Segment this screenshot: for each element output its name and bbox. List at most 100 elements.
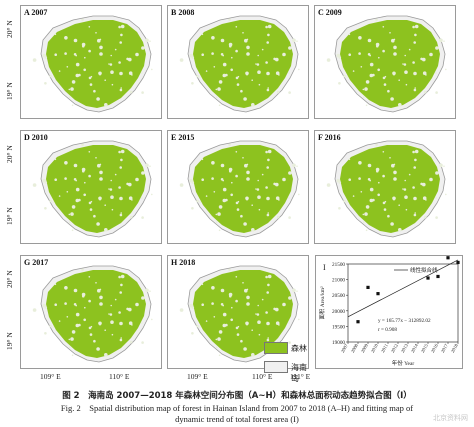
non-forest-patch [104, 204, 106, 206]
non-forest-patch [393, 177, 397, 181]
non-forest-patch [367, 38, 372, 43]
non-forest-patch [145, 163, 149, 168]
non-forest-patch [95, 32, 97, 34]
non-forest-patch [403, 63, 407, 66]
non-forest-patch [246, 288, 249, 291]
non-forest-patch [228, 167, 233, 172]
non-forest-patch [231, 306, 233, 309]
non-forest-patch [383, 208, 387, 211]
non-forest-patch [266, 196, 270, 201]
y-tick-label: 19500 [332, 324, 345, 330]
non-forest-patch [54, 33, 57, 36]
figure-caption-en: Fig. 2 Spatial distribution map of fores… [60, 403, 414, 413]
panel-label: C 2009 [318, 8, 342, 17]
non-forest-patch [44, 207, 47, 210]
non-forest-patch [393, 163, 396, 166]
y-tick-label: 21500 [332, 262, 345, 268]
non-forest-patch [364, 212, 368, 216]
lat-label-20: 20° N [5, 145, 14, 163]
non-forest-patch [32, 183, 37, 187]
lat-label-20: 20° N [5, 270, 14, 288]
island-map [179, 265, 300, 363]
non-forest-patch [218, 330, 223, 334]
non-forest-patch [242, 157, 244, 159]
x-tick-label: 2014 [410, 342, 419, 353]
non-forest-patch [220, 38, 225, 43]
non-forest-patch [99, 288, 102, 291]
non-forest-patch [201, 53, 204, 56]
non-forest-patch [141, 197, 143, 199]
non-forest-patch [118, 311, 121, 314]
non-forest-patch [382, 26, 385, 28]
non-forest-patch [358, 52, 361, 55]
non-forest-patch [435, 197, 437, 199]
non-forest-patch [439, 38, 443, 43]
non-forest-patch [196, 74, 199, 78]
non-forest-patch [267, 149, 272, 154]
non-forest-patch [235, 151, 238, 153]
non-forest-patch [403, 188, 407, 191]
non-forest-patch [382, 76, 386, 80]
non-forest-patch [81, 167, 86, 172]
non-forest-patch [288, 171, 292, 175]
non-forest-patch [382, 151, 385, 153]
data-point [376, 292, 380, 296]
x-tick-label: 2009 [360, 342, 369, 353]
non-forest-patch [296, 40, 298, 42]
non-forest-patch [218, 205, 223, 209]
non-forest-patch [104, 353, 108, 357]
lat-label-19: 19° N [5, 332, 14, 350]
non-forest-patch [236, 333, 240, 336]
non-forest-patch [243, 222, 247, 226]
non-forest-patch [99, 302, 103, 306]
non-forest-patch [58, 195, 61, 197]
non-forest-patch [261, 48, 264, 51]
non-forest-patch [129, 215, 133, 219]
non-forest-patch [267, 33, 270, 37]
non-forest-patch [97, 288, 101, 293]
non-forest-patch [58, 320, 61, 322]
non-forest-patch [189, 303, 194, 308]
non-forest-patch [99, 74, 101, 76]
non-forest-patch [257, 54, 259, 57]
lat-label-20: 20° N [5, 20, 14, 38]
non-forest-patch [288, 46, 292, 50]
data-point [446, 256, 450, 260]
non-forest-patch [120, 24, 125, 29]
non-forest-patch [211, 302, 214, 305]
non-forest-patch [246, 170, 250, 175]
non-forest-patch [360, 66, 363, 68]
non-forest-patch [251, 353, 255, 357]
non-forest-patch [218, 229, 221, 232]
non-forest-patch [267, 87, 269, 89]
non-forest-patch [88, 151, 91, 153]
non-forest-patch [141, 341, 144, 344]
non-forest-patch [32, 58, 37, 62]
non-forest-patch [443, 165, 445, 167]
non-forest-patch [213, 191, 216, 193]
panel-label: F 2016 [318, 133, 341, 142]
non-forest-patch [242, 282, 244, 284]
non-forest-patch [191, 332, 194, 335]
chart-y-label: 面积 Area/km² [319, 286, 326, 320]
non-forest-patch [49, 74, 52, 78]
non-forest-patch [111, 333, 114, 336]
non-forest-patch [256, 188, 260, 191]
legend-forest-label: 森林 [291, 344, 307, 353]
non-forest-patch [228, 42, 233, 47]
non-forest-patch [66, 316, 69, 318]
non-forest-patch [64, 302, 67, 305]
non-forest-patch [377, 193, 380, 197]
non-forest-patch [362, 96, 365, 98]
non-forest-patch [258, 333, 261, 336]
non-forest-patch [98, 321, 102, 326]
non-forest-patch [52, 201, 54, 203]
non-forest-patch [378, 56, 380, 59]
non-forest-patch [75, 312, 80, 317]
non-forest-patch [244, 163, 248, 168]
non-forest-patch [258, 208, 261, 211]
non-forest-patch [265, 311, 268, 314]
non-forest-patch [267, 337, 269, 339]
non-forest-patch [104, 228, 108, 232]
non-forest-patch [367, 53, 371, 56]
